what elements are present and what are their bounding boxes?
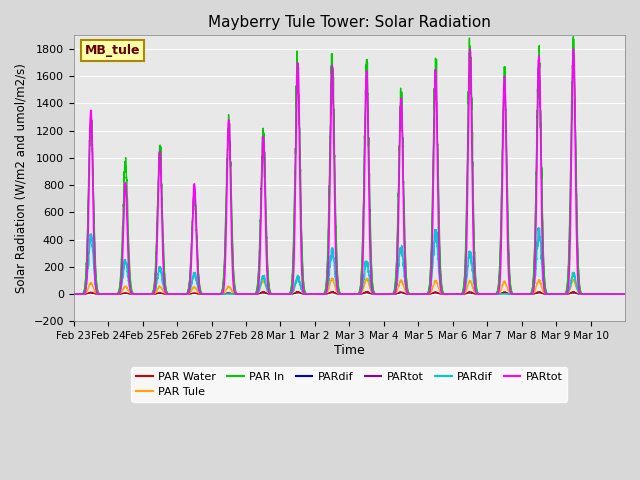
Title: Mayberry Tule Tower: Solar Radiation: Mayberry Tule Tower: Solar Radiation [208,15,491,30]
X-axis label: Time: Time [334,344,365,357]
Legend: PAR Water, PAR Tule, PAR In, PARdif, PARtot, PARdif, PARtot: PAR Water, PAR Tule, PAR In, PARdif, PAR… [131,367,567,401]
Y-axis label: Solar Radiation (W/m2 and umol/m2/s): Solar Radiation (W/m2 and umol/m2/s) [15,63,28,293]
Text: MB_tule: MB_tule [85,44,140,57]
